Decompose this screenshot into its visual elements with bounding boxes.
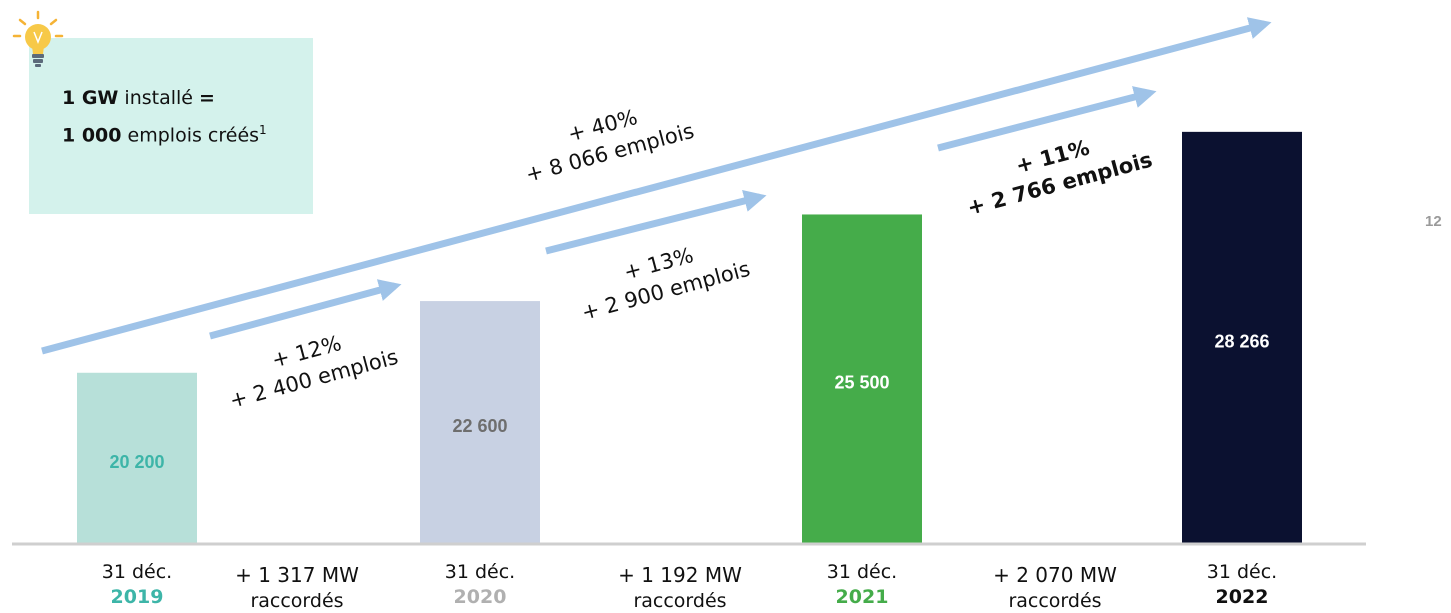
bar-value-2020: 22 600 <box>452 416 507 436</box>
page-number: 12 <box>1425 213 1442 230</box>
gap-label-mw-3: + 2 070 MW <box>993 563 1117 587</box>
bar-value-2019: 20 200 <box>109 452 164 472</box>
info-jobs-text: emplois créés <box>121 124 260 147</box>
info-line-2: 1 000 emplois créés1 <box>62 123 267 146</box>
info-box: 1 GW installé = 1 000 emplois créés1 <box>29 38 313 214</box>
x-label-date-2022: 31 déc. <box>1207 561 1277 583</box>
gap-label-mw-1: + 1 317 MW <box>235 563 359 587</box>
growth-annotation-2: + 13%+ 2 900 emplois <box>579 243 753 325</box>
x-label-year-2021: 2021 <box>836 586 889 608</box>
bar-2021 <box>802 214 922 543</box>
x-label-date-2019: 31 déc. <box>102 561 172 583</box>
bar-value-2022: 28 266 <box>1214 331 1269 351</box>
bar-2019 <box>77 372 197 543</box>
growth-annotation-4: + 40%+ 8 066 emplois <box>523 105 697 187</box>
bar-2020 <box>420 301 540 543</box>
x-label-year-2019: 2019 <box>111 586 164 608</box>
info-line-1: 1 GW installé = <box>62 87 215 109</box>
growth-arrow-1 <box>209 279 402 340</box>
lightbulb-icon <box>12 10 64 67</box>
gap-label-raccordes-3: raccordés <box>1008 590 1101 612</box>
growth-arrow-2 <box>545 189 767 255</box>
growth-arrow-3 <box>937 86 1157 152</box>
growth-annotation-1: + 12%+ 2 400 emplois <box>227 331 401 413</box>
gap-label-mw-2: + 1 192 MW <box>618 563 742 587</box>
growth-arrow-4 <box>41 17 1272 355</box>
bar-value-2021: 25 500 <box>834 373 889 393</box>
x-label-year-2022: 2022 <box>1216 586 1269 608</box>
info-footnote: 1 <box>259 123 267 137</box>
x-label-date-2020: 31 déc. <box>445 561 515 583</box>
gap-label-raccordes-1: raccordés <box>250 590 343 612</box>
bar-2022 <box>1182 131 1302 543</box>
gap-label-raccordes-2: raccordés <box>633 590 726 612</box>
info-gw: 1 GW <box>62 87 119 109</box>
x-label-year-2020: 2020 <box>454 586 507 608</box>
info-installe: installé <box>118 87 200 109</box>
info-jobs-count: 1 000 <box>62 124 122 147</box>
info-equals: = <box>199 87 215 109</box>
x-label-date-2021: 31 déc. <box>827 561 897 583</box>
